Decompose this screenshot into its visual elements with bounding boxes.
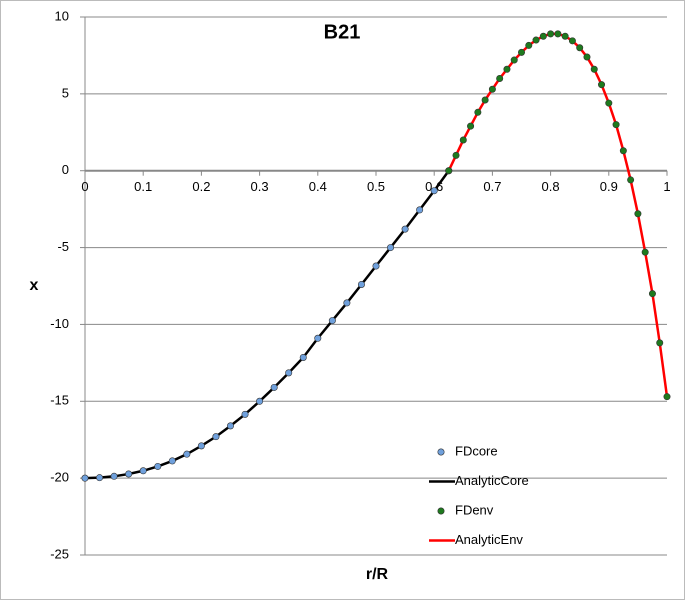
data-point xyxy=(197,442,205,450)
y-tick-label: -20 xyxy=(50,470,69,485)
x-tick-label: 0.7 xyxy=(483,179,501,194)
x-tick-label: 0.5 xyxy=(367,179,385,194)
data-point xyxy=(627,176,635,184)
data-point xyxy=(241,410,249,418)
legend-label: AnalyticEnv xyxy=(455,532,523,547)
x-axis-title: r/R xyxy=(366,566,389,583)
y-tick-label: -15 xyxy=(50,393,69,408)
data-point xyxy=(474,108,482,116)
data-point xyxy=(539,32,547,40)
y-tick-label: 10 xyxy=(55,8,69,23)
data-point xyxy=(125,470,133,478)
data-point xyxy=(634,210,642,218)
data-point xyxy=(154,462,162,470)
data-point xyxy=(299,353,307,361)
x-tick-label: 0 xyxy=(81,179,88,194)
data-point xyxy=(481,96,489,104)
data-point xyxy=(648,290,656,298)
data-point xyxy=(445,167,453,175)
data-point xyxy=(212,433,220,441)
data-point xyxy=(641,248,649,256)
data-point xyxy=(139,467,147,475)
y-tick-label: -25 xyxy=(50,546,69,561)
data-point xyxy=(110,472,118,480)
data-point xyxy=(605,99,613,107)
data-point xyxy=(496,74,504,82)
data-point xyxy=(598,81,606,89)
data-point xyxy=(467,122,475,130)
legend-swatch xyxy=(437,507,445,515)
data-point xyxy=(357,280,365,288)
data-point xyxy=(401,225,409,233)
data-point xyxy=(510,56,518,64)
legend-label: FDenv xyxy=(455,502,494,517)
y-tick-label: -5 xyxy=(57,239,69,254)
x-tick-label: 0.8 xyxy=(542,179,560,194)
data-point xyxy=(256,397,264,405)
data-point xyxy=(452,151,460,159)
data-point xyxy=(663,393,671,401)
data-point xyxy=(532,36,540,44)
data-point xyxy=(270,383,278,391)
data-point xyxy=(656,339,664,347)
data-point xyxy=(314,334,322,342)
data-point xyxy=(619,147,627,155)
data-point xyxy=(547,30,555,38)
data-point xyxy=(343,299,351,307)
y-tick-label: 5 xyxy=(62,85,69,100)
data-point xyxy=(183,450,191,458)
x-tick-label: 0.4 xyxy=(309,179,327,194)
legend-label: FDcore xyxy=(455,443,498,458)
data-point xyxy=(612,121,620,129)
x-tick-label: 1 xyxy=(663,179,670,194)
data-point xyxy=(561,32,569,40)
data-point xyxy=(372,262,380,270)
chart-title: B21 xyxy=(324,21,361,43)
y-tick-label: 0 xyxy=(62,162,69,177)
data-point xyxy=(576,44,584,52)
data-point xyxy=(459,136,467,144)
data-point xyxy=(387,244,395,252)
x-tick-label: 0.3 xyxy=(251,179,269,194)
data-point xyxy=(590,65,598,73)
x-tick-label: 0.1 xyxy=(134,179,152,194)
data-point xyxy=(554,30,562,38)
x-tick-label: 0.2 xyxy=(192,179,210,194)
data-point xyxy=(328,317,336,325)
data-point xyxy=(568,37,576,45)
data-point xyxy=(285,369,293,377)
legend-swatch xyxy=(437,448,445,456)
data-point xyxy=(517,48,525,56)
data-point xyxy=(583,53,591,61)
y-axis-title: x xyxy=(30,277,39,294)
data-point xyxy=(416,206,424,214)
data-point xyxy=(430,187,438,195)
data-point xyxy=(81,474,89,482)
data-point xyxy=(525,41,533,49)
legend-label: AnalyticCore xyxy=(455,473,529,488)
data-point xyxy=(488,85,496,93)
data-point xyxy=(227,422,235,430)
data-point xyxy=(503,65,511,73)
x-tick-label: 0.9 xyxy=(600,179,618,194)
y-tick-label: -10 xyxy=(50,316,69,331)
data-point xyxy=(96,474,104,482)
data-point xyxy=(168,457,176,465)
